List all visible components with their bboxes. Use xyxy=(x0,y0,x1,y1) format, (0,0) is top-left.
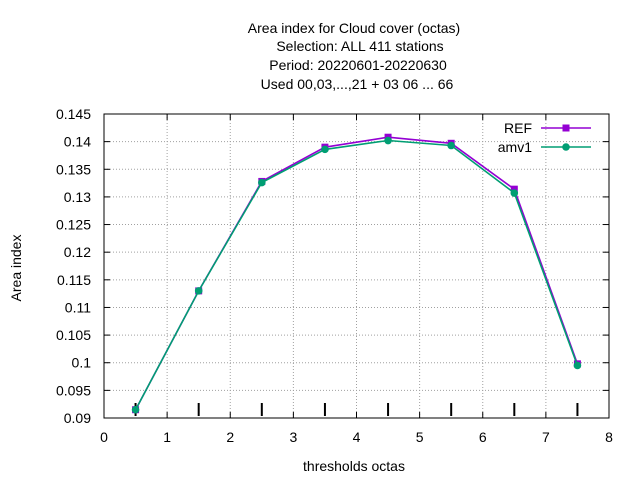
legend-label-amv1: amv1 xyxy=(498,139,532,155)
title-line-3: Period: 20220601-20220630 xyxy=(269,57,447,73)
y-tick-label: 0.12 xyxy=(64,244,91,260)
y-tick-label: 0.145 xyxy=(56,106,91,122)
x-tick-label: 6 xyxy=(479,429,487,445)
x-axis-label: thresholds octas xyxy=(303,458,405,474)
legend: REF amv1 xyxy=(498,120,591,155)
legend-marker-amv1 xyxy=(562,143,570,151)
y-tick-label: 0.105 xyxy=(56,327,91,343)
data-point-ref xyxy=(510,185,518,193)
title-line-1: Area index for Cloud cover (octas) xyxy=(248,20,460,36)
x-tick-label: 1 xyxy=(163,429,171,445)
y-tick-label: 0.1 xyxy=(72,355,92,371)
y-tick-label: 0.13 xyxy=(64,189,91,205)
y-tick-label: 0.09 xyxy=(64,410,91,426)
x-tick-label: 8 xyxy=(605,429,613,445)
y-tick-label: 0.095 xyxy=(56,382,91,398)
y-tick-label: 0.14 xyxy=(64,134,91,150)
data-point-amv1 xyxy=(321,145,329,154)
y-tick-label: 0.135 xyxy=(56,161,91,177)
title-line-4: Used 00,03,...,21 + 03 06 ... 66 xyxy=(261,76,454,92)
legend-marker-ref xyxy=(562,124,570,132)
grid xyxy=(104,114,609,418)
title-line-2: Selection: ALL 411 stations xyxy=(276,38,443,54)
x-tick-label: 2 xyxy=(226,429,234,445)
data-point-amv1 xyxy=(131,405,140,414)
x-tick-label: 4 xyxy=(353,429,361,445)
legend-label-ref: REF xyxy=(504,120,532,136)
chart-title: Area index for Cloud cover (octas) Selec… xyxy=(248,20,460,92)
x-tick-label: 7 xyxy=(542,429,550,445)
data-point-amv1 xyxy=(510,189,519,197)
x-tick-label: 5 xyxy=(416,429,424,445)
data-point-amv1 xyxy=(194,287,203,295)
y-tick-label: 0.11 xyxy=(65,299,91,315)
series-line-amv1 xyxy=(134,139,579,411)
x-tick-label: 3 xyxy=(289,429,297,445)
y-tick-label: 0.125 xyxy=(56,217,91,233)
data-point-amv1 xyxy=(258,178,266,187)
series-layer xyxy=(131,133,582,414)
x-tick-label: 0 xyxy=(100,429,108,445)
data-point-amv1 xyxy=(447,141,455,150)
data-point-amv1 xyxy=(384,136,392,145)
y-axis-label: Area index xyxy=(8,235,24,302)
data-point-amv1 xyxy=(573,361,582,370)
axes: 0 1 2 3 4 5 6 7 8 0.09 0.095 0.1 0.105 0.11 0.115 0.12 0… xyxy=(56,106,613,445)
y-tick-label: 0.115 xyxy=(57,272,91,288)
